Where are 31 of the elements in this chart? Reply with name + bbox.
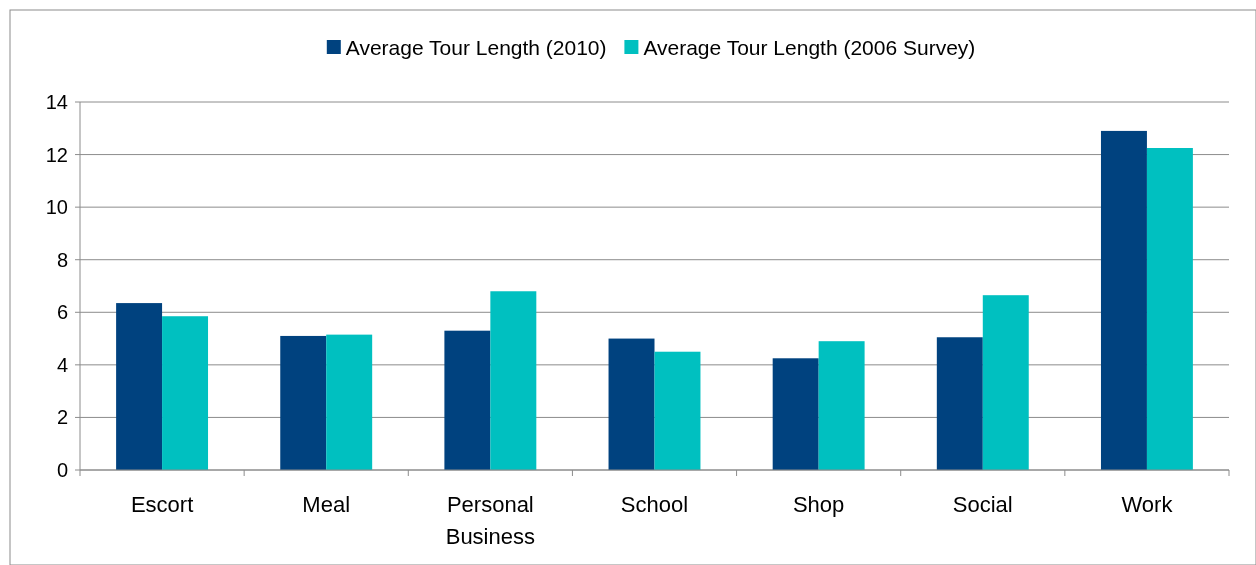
x-tick-label: School [620, 492, 689, 517]
y-tick-label: 0 [56, 459, 68, 481]
bar [1100, 130, 1147, 470]
bar [608, 338, 655, 470]
x-tick-label: Work [1121, 492, 1174, 517]
x-tick-label: Personal Business [445, 492, 535, 549]
bar [1146, 148, 1193, 470]
bar [936, 337, 983, 470]
x-tick-label: Escort [130, 492, 194, 517]
y-tick-label: 4 [56, 353, 68, 376]
bar [818, 341, 865, 470]
bar [490, 291, 537, 470]
y-tick-label: 12 [45, 143, 68, 166]
bar [772, 358, 819, 470]
x-tick-label: Shop [792, 492, 845, 517]
bar [162, 316, 209, 470]
x-tick-label: Social [952, 492, 1013, 517]
bar [654, 351, 701, 470]
legend-label: Average Tour Length (2010) [345, 36, 607, 60]
legend-label: Average Tour Length (2006 Survey) [643, 36, 976, 60]
bar [326, 334, 373, 470]
y-tick-label: 10 [45, 196, 68, 219]
bar [116, 303, 163, 470]
bar [444, 330, 491, 470]
y-tick-label: 2 [56, 406, 68, 429]
bar [280, 335, 327, 470]
y-tick-label: 6 [56, 301, 68, 324]
x-tick-label: Meal [302, 492, 351, 517]
y-tick-label: 14 [45, 91, 68, 113]
y-tick-label: 8 [56, 248, 68, 271]
bar [982, 295, 1029, 470]
